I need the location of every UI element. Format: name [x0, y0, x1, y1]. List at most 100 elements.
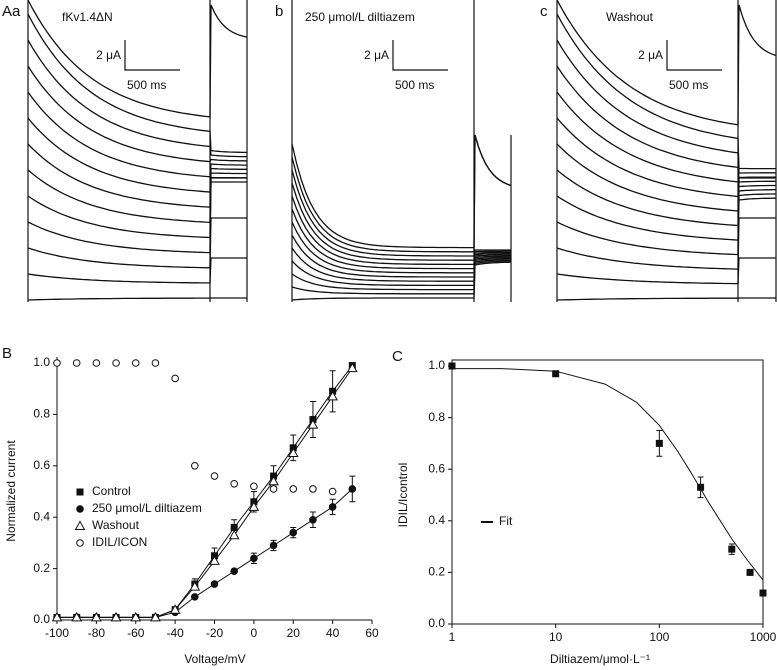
current-trace	[556, 13, 776, 170]
panel-label: B	[2, 345, 12, 362]
data-point	[228, 529, 240, 540]
x-tick-label: 10	[549, 630, 563, 644]
current-trace	[291, 260, 512, 295]
legend-label: Fit	[499, 514, 513, 528]
current-trace	[27, 169, 247, 223]
legend-label: IDIL/ICON	[92, 535, 147, 549]
panel-label: b	[275, 3, 283, 20]
scale-bar	[666, 40, 722, 71]
current-trace	[27, 217, 247, 269]
x-tick-label: -60	[127, 626, 145, 640]
scale-time: 500 ms	[127, 78, 166, 92]
data-point	[230, 479, 238, 488]
legend-marker	[76, 539, 84, 547]
data-point	[746, 568, 754, 576]
legend-label: Control	[92, 484, 131, 498]
y-tick-label: 0.4	[428, 513, 445, 527]
current-trace	[291, 134, 512, 253]
data-point	[130, 611, 142, 622]
data-point	[72, 359, 81, 367]
data-point	[210, 580, 219, 588]
x-tick-label: 1000	[750, 630, 777, 644]
data-point	[230, 567, 238, 575]
y-tick-label: 0.0	[33, 612, 50, 626]
data-point	[150, 611, 161, 622]
legend-marker	[76, 505, 84, 513]
data-point	[697, 483, 705, 491]
scale-current: 2 μA	[96, 48, 121, 62]
data-point	[53, 359, 61, 367]
data-point	[346, 362, 358, 373]
x-tick-label: 0	[251, 626, 258, 640]
current-trace	[27, 13, 247, 154]
y-tick-label: 0.2	[428, 565, 445, 579]
data-point	[328, 487, 337, 496]
panel-label: C	[392, 348, 403, 365]
data-point	[328, 503, 337, 511]
current-trace	[556, 195, 776, 241]
data-point	[248, 501, 260, 511]
data-point	[112, 359, 120, 367]
y-tick-label: 0.4	[33, 509, 50, 523]
current-trace	[556, 65, 777, 179]
panel-label: c	[540, 3, 548, 20]
y-tick-label: 0.2	[33, 561, 50, 575]
x-axis-label: Voltage/mV	[184, 652, 245, 666]
scale-bar	[124, 40, 180, 71]
y-tick-label: 0.0	[428, 616, 445, 630]
legend-marker	[76, 488, 84, 496]
current-trace	[291, 182, 511, 261]
current-trace	[291, 259, 512, 291]
data-point	[289, 485, 298, 493]
scale-time: 500 ms	[395, 78, 434, 92]
scale-bar	[392, 40, 448, 71]
current-trace	[27, 117, 247, 193]
data-point	[191, 462, 199, 470]
data-point	[92, 359, 101, 367]
panel-title: 250 μmol/L diltiazem	[305, 10, 415, 24]
current-trace	[556, 91, 776, 183]
y-tick-label: 0.6	[33, 458, 50, 472]
current-trace	[27, 257, 247, 284]
legend-marker	[74, 520, 86, 530]
current-trace	[556, 39, 776, 174]
x-tick-label: -20	[206, 626, 224, 640]
data-point	[728, 545, 736, 553]
current-trace	[556, 143, 776, 212]
x-tick-label: -80	[88, 626, 106, 640]
current-trace	[27, 91, 247, 178]
data-point	[759, 589, 767, 597]
current-trace	[556, 257, 776, 285]
x-tick-label: 40	[326, 626, 340, 640]
data-point	[250, 482, 258, 491]
scale-current: 2 μA	[638, 48, 663, 62]
data-point	[151, 359, 160, 367]
current-trace	[27, 0, 248, 118]
current-trace	[556, 169, 777, 227]
x-tick-label: -100	[45, 626, 69, 640]
data-point	[210, 472, 219, 480]
y-tick-label: 0.8	[33, 407, 50, 421]
data-point	[110, 611, 122, 622]
data-point	[91, 611, 102, 622]
current-trace	[556, 217, 776, 270]
current-trace	[291, 261, 512, 301]
current-trace	[27, 143, 248, 208]
data-point	[307, 419, 319, 429]
y-tick-label: 1.0	[33, 355, 50, 369]
data-point	[169, 604, 181, 614]
scale-time: 500 ms	[669, 78, 708, 92]
y-tick-label: 0.6	[428, 461, 445, 475]
data-point	[269, 541, 278, 550]
current-trace	[291, 247, 512, 282]
current-trace	[556, 297, 776, 301]
y-axis-label: Normalized current	[4, 440, 18, 542]
current-trace	[556, 0, 777, 126]
data-point	[655, 439, 663, 447]
scale-current: 2 μA	[364, 48, 389, 62]
axis-frame	[451, 359, 764, 625]
y-axis-label: IDIL/Icontrol	[396, 463, 410, 528]
panel-title: Washout	[606, 10, 654, 24]
data-point	[191, 593, 199, 601]
